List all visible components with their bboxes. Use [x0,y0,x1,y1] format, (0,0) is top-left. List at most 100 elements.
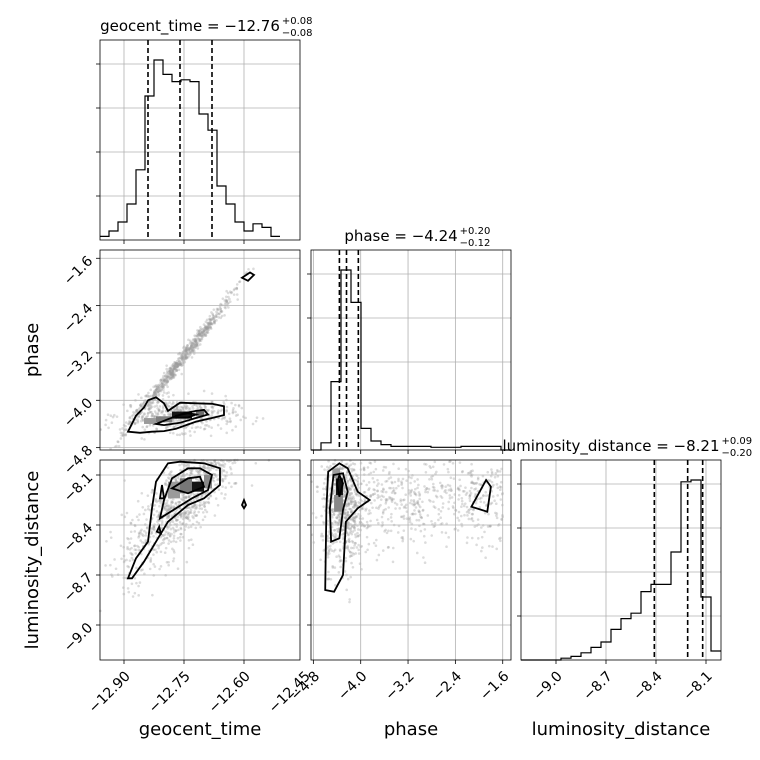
scatter-point [121,431,125,435]
scatter-point [245,271,248,274]
scatter-point [170,501,173,505]
scatter-point [218,305,222,309]
scatter-point [186,344,189,347]
scatter-point [125,558,128,562]
scatter-point [234,414,238,417]
scatter-point [203,328,207,332]
scatter-point [416,499,420,503]
scatter-point [158,409,161,412]
scatter-point [150,410,153,414]
scatter-point [197,333,200,336]
scatter-point [332,541,336,544]
scatter-point [174,478,178,482]
scatter-point [232,459,236,462]
scatter-point [169,375,172,379]
scatter-point [179,361,182,365]
scatter-point [211,406,215,410]
scatter-point [167,563,170,567]
scatter-point [130,414,134,418]
scatter-point [170,532,173,536]
scatter-point [159,378,163,382]
scatter-point [213,321,216,324]
scatter-point [457,510,461,514]
scatter-point [172,534,176,538]
scatter-point [342,492,346,495]
scatter-point [203,505,206,508]
scatter-point [336,521,340,525]
scatter-point [128,541,132,545]
tick-label-y-luminosity_distance-2: −8.4 [61,520,96,555]
scatter-point [496,470,500,473]
scatter-point [190,538,193,541]
scatter-point [154,390,157,394]
scatter-point [143,572,146,576]
scatter-point [165,514,169,518]
scatter-point [176,365,179,368]
scatter-point [337,571,341,574]
scatter-point [184,353,187,357]
scatter-point [214,497,218,500]
scatter-point [165,516,169,520]
scatter-point [171,498,175,501]
scatter-point [447,500,451,504]
scatter-point [351,518,354,522]
scatter-point [175,365,179,369]
scatter-point [166,375,170,378]
scatter-point [346,546,349,549]
scatter-point [356,484,360,487]
scatter-point [362,468,366,472]
scatter-point [164,546,168,550]
scatter-point [165,364,168,367]
scatter-point [200,335,204,338]
scatter-point [194,426,198,429]
scatter-point [115,444,118,448]
scatter-point [195,340,198,344]
scatter-point [170,376,173,380]
scatter-point [220,417,224,421]
scatter-point [154,388,158,392]
scatter-point [381,490,385,494]
scatter-point [172,425,175,429]
scatter-point [141,414,145,418]
scatter-point [181,407,185,410]
tick-label-x-geocent_time-0: −12.90 [86,668,134,716]
scatter-point [154,548,157,551]
scatter-point [206,323,210,327]
panel-title-lower-phase: −0.12 [460,238,491,249]
scatter-point [178,362,182,366]
scatter-point [142,534,145,537]
scatter-point [450,496,454,499]
scatter-point [117,444,121,448]
scatter-point [373,488,376,492]
scatter-point [159,388,163,392]
scatter-point [206,326,210,330]
scatter-point [499,536,502,540]
scatter-point [352,468,356,471]
scatter-point [408,501,412,505]
scatter-point [188,506,192,510]
scatter-point [178,506,181,510]
scatter-point [156,387,159,391]
scatter-point [225,419,228,423]
scatter-point [173,370,176,374]
scatter-point [209,327,213,330]
scatter-point [466,471,470,475]
scatter-point [142,401,146,405]
scatter-point [176,365,180,368]
scatter-point [193,430,196,434]
scatter-point [468,497,472,500]
scatter-point [204,328,208,331]
scatter-point [464,493,468,496]
scatter-point [205,327,208,331]
scatter-point [169,471,172,474]
scatter-point [152,526,156,529]
scatter-point [200,493,204,497]
scatter-point [435,495,439,499]
scatter-point [429,466,433,470]
scatter-point [152,394,156,397]
scatter-point [175,363,179,366]
scatter-point [414,512,417,516]
scatter-point [390,498,394,502]
scatter-point [351,518,355,522]
scatter-point [208,323,212,326]
